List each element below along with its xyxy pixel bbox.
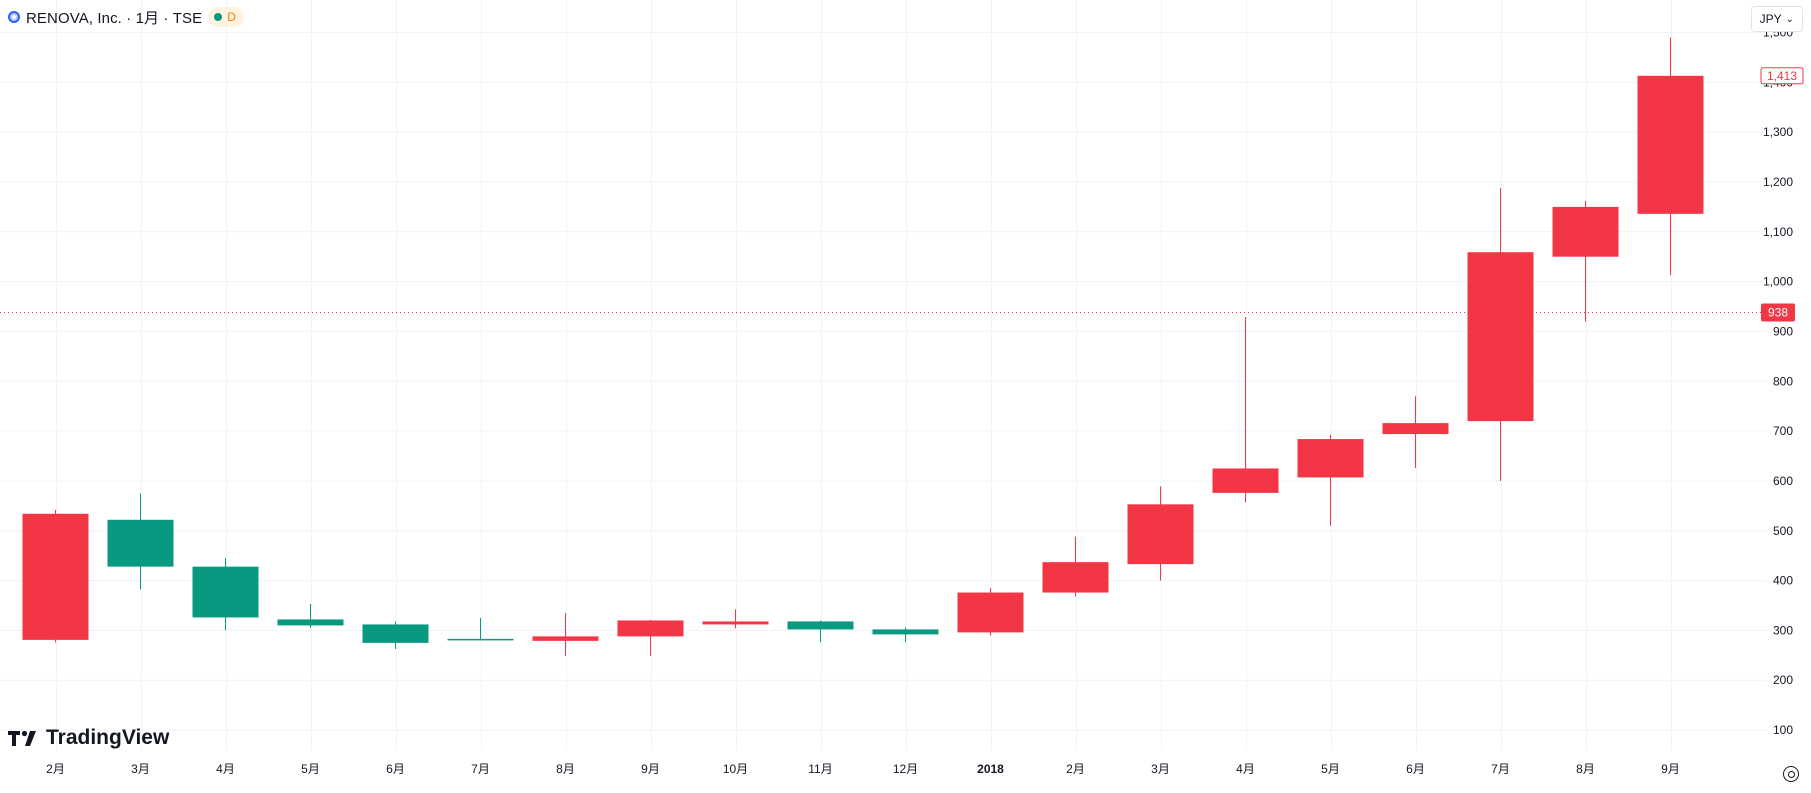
candle[interactable]: [872, 627, 939, 643]
x-tick-label: 10月: [723, 762, 748, 776]
candle-body[interactable]: [872, 629, 939, 635]
tradingview-logo[interactable]: TradingView: [8, 726, 169, 750]
candle-body[interactable]: [277, 619, 344, 626]
tradingview-wordmark: TradingView: [46, 726, 170, 749]
x-tick-label: 5月: [1321, 762, 1340, 776]
last-price-marker[interactable]: 938: [1761, 303, 1795, 322]
candle-body[interactable]: [362, 624, 429, 643]
x-tick-label: 9月: [641, 762, 660, 776]
y-tick-label: 800: [1773, 374, 1793, 388]
candle[interactable]: [787, 620, 854, 643]
candle[interactable]: [1297, 434, 1364, 526]
candle[interactable]: [532, 612, 599, 656]
candle-body[interactable]: [447, 638, 514, 641]
x-tick-label: 2月: [46, 762, 65, 776]
y-tick-label: 1,100: [1763, 225, 1793, 239]
candle-body[interactable]: [1552, 206, 1619, 257]
currency-label: JPY: [1759, 12, 1782, 26]
candles[interactable]: [22, 37, 1704, 656]
x-tick-label: 6月: [1406, 762, 1425, 776]
y-tick-label: 100: [1773, 723, 1793, 737]
market-status-badge[interactable]: D: [208, 7, 244, 27]
x-tick-label: 9月: [1661, 762, 1680, 776]
candle[interactable]: [957, 588, 1024, 636]
candle-body[interactable]: [192, 566, 259, 618]
candle[interactable]: [702, 609, 769, 629]
candle-body[interactable]: [787, 621, 854, 630]
candle[interactable]: [1382, 396, 1449, 468]
candle[interactable]: [192, 558, 259, 631]
x-tick-label: 3月: [1151, 762, 1170, 776]
candle[interactable]: [617, 619, 684, 656]
last-close-label: 1,413: [1767, 69, 1797, 83]
y-tick-label: 900: [1773, 324, 1793, 338]
market-status-label: D: [227, 10, 236, 24]
y-tick-label: 1,200: [1763, 175, 1793, 189]
x-tick-label: 8月: [1576, 762, 1595, 776]
candle[interactable]: [1127, 486, 1194, 581]
chevron-down-icon: ⌄: [1785, 13, 1794, 25]
x-tick-label: 6月: [386, 762, 405, 776]
y-tick-label: 1,300: [1763, 125, 1793, 139]
x-tick-label: 11月: [808, 762, 832, 776]
candle-body[interactable]: [1637, 75, 1704, 214]
y-axis[interactable]: 100 200 300 400 500 600 700 800 900 1,000 1,100 1,2…: [1760, 25, 1804, 737]
candle[interactable]: [1467, 187, 1534, 481]
tradingview-mark-icon: [8, 730, 36, 746]
market-status-dot-icon: [214, 13, 223, 21]
candle-body[interactable]: [1467, 252, 1534, 422]
candle-body[interactable]: [957, 592, 1024, 633]
candle-body[interactable]: [702, 621, 769, 625]
x-tick-label: 2月: [1066, 762, 1085, 776]
x-tick-label: 4月: [216, 762, 235, 776]
candle[interactable]: [1212, 316, 1279, 503]
candle[interactable]: [107, 493, 174, 590]
candle[interactable]: [277, 604, 344, 628]
x-tick-label: 7月: [1491, 762, 1510, 776]
last-close-label-bg: [1760, 67, 1804, 85]
candle-body[interactable]: [1382, 423, 1449, 435]
symbol-header: RENOVA, Inc. · 1月 · TSE D: [8, 6, 244, 28]
y-tick-label: 600: [1773, 474, 1793, 488]
candle-body[interactable]: [107, 519, 174, 567]
candle-body[interactable]: [1042, 562, 1109, 593]
candle[interactable]: [362, 621, 429, 649]
candle[interactable]: [1552, 200, 1619, 322]
candle-body[interactable]: [1212, 468, 1279, 493]
candle[interactable]: [447, 617, 514, 641]
y-tick-label: 500: [1773, 524, 1793, 538]
candle-body[interactable]: [22, 513, 89, 640]
x-tick-label: 3月: [131, 762, 150, 776]
candle-body[interactable]: [1297, 439, 1364, 478]
candle-body[interactable]: [1127, 504, 1194, 565]
candle[interactable]: [22, 509, 89, 643]
x-tick-label: 5月: [301, 762, 320, 776]
y-tick-label: 700: [1773, 424, 1793, 438]
candle[interactable]: [1637, 37, 1704, 276]
candle-body[interactable]: [617, 620, 684, 637]
symbol-logo-icon: [8, 11, 20, 23]
x-axis[interactable]: 2月 3月 4月 5月 6月 7月 8月 9月 10月 11月 12月 2018 2月 3月 4月 5月 6月 7…: [46, 762, 1680, 776]
last-close-marker[interactable]: 1,413: [1760, 67, 1804, 85]
y-tick-label: 300: [1773, 623, 1793, 637]
currency-selector[interactable]: JPY ⌄: [1750, 6, 1803, 32]
y-tick-label: 200: [1773, 673, 1793, 687]
last-price-label-bg: [1761, 303, 1795, 322]
candle[interactable]: [1042, 536, 1109, 597]
y-tick-label: 400: [1773, 574, 1793, 588]
y-tick-label: 1,000: [1763, 275, 1793, 289]
x-tick-label: 4月: [1236, 762, 1255, 776]
x-tick-label: 8月: [556, 762, 575, 776]
candle-body[interactable]: [532, 636, 599, 641]
x-tick-label: 7月: [471, 762, 490, 776]
chart-settings-icon[interactable]: [1783, 766, 1799, 782]
x-tick-label: 12月: [893, 762, 918, 776]
symbol-title[interactable]: RENOVA, Inc. · 1月 · TSE: [26, 9, 203, 27]
last-price-label: 938: [1768, 305, 1788, 319]
x-tick-label: 2018: [977, 762, 1004, 776]
